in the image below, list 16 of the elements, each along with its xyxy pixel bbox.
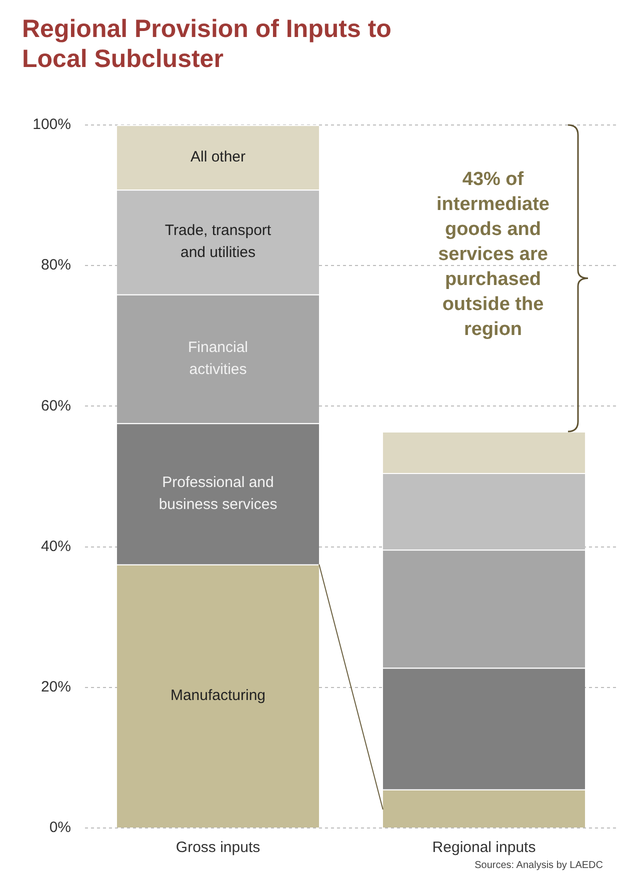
chart-title: Regional Provision of Inputs to Local Subcluster <box>22 14 392 74</box>
x-tick-label: Regional inputs <box>432 839 536 856</box>
series-label: All other <box>190 148 246 166</box>
y-tick-label: 60% <box>40 397 71 414</box>
series-label: Professional and business services <box>158 474 278 513</box>
y-tick-label: 0% <box>49 819 71 836</box>
series-label: Manufacturing <box>170 687 266 704</box>
series-label: Financial activities <box>188 338 248 378</box>
x-tick-label: Gross inputs <box>176 839 260 856</box>
source-note: Sources: Analysis by LAEDC <box>474 860 603 871</box>
annotation: 43% of intermediate goods and services are purchased outside the region <box>436 169 550 340</box>
y-tick-label: 100% <box>32 116 71 134</box>
y-tick-label: 40% <box>40 538 71 555</box>
y-tick-label: 80% <box>40 256 71 274</box>
y-tick-label: 20% <box>40 678 71 696</box>
series-label: Trade, transport and utilities <box>164 222 272 262</box>
